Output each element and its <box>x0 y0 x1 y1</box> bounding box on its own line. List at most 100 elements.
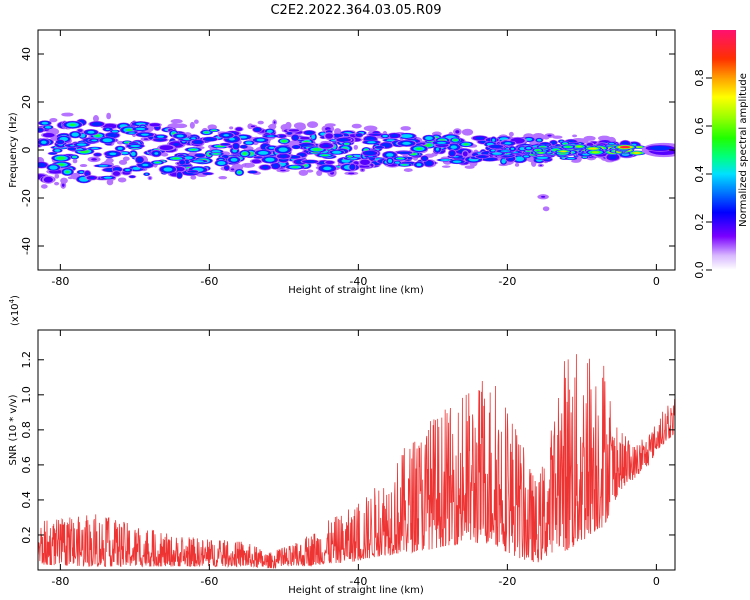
snr-exponent-close: ) <box>10 295 21 299</box>
spectrogram-cell <box>441 165 451 168</box>
spectrogram-x-ticks: -80 -60 -40 -20 0 <box>51 30 660 288</box>
spectrogram-cell <box>130 144 141 148</box>
spectrogram-cell <box>461 128 474 136</box>
colorbar-tick-label: 0.4 <box>693 165 706 183</box>
spectrogram-cell <box>195 153 205 157</box>
spectrogram-cell <box>299 136 310 140</box>
spectrogram-cell <box>287 132 292 135</box>
spectrogram-cell <box>61 112 74 117</box>
snr-y-tick-label: 1.2 <box>20 351 33 369</box>
spectrogram-cell <box>536 156 549 159</box>
spectrogram-cell <box>525 137 533 141</box>
spectrogram-cell <box>142 163 149 167</box>
spectrogram-cell <box>526 146 532 150</box>
spectrogram-cell <box>398 151 411 154</box>
spectrogram-cell <box>49 152 56 155</box>
snr-x-tick-label: -40 <box>349 575 367 588</box>
spectrogram-cell <box>41 121 49 125</box>
spectrogram-cell <box>464 165 475 169</box>
spectrogram-cell <box>550 140 557 145</box>
spectrogram-cell <box>375 146 383 149</box>
spectrogram-cell <box>440 159 451 161</box>
spectrogram-cell <box>112 171 121 176</box>
spectrogram-cell <box>213 153 220 155</box>
spectrogram-cell <box>49 165 58 170</box>
spectrogram-cell <box>38 162 46 168</box>
spectrogram-cell <box>386 153 394 157</box>
spectrogram-cell <box>102 138 113 143</box>
spectrogram-cell <box>250 125 256 128</box>
snr-exponent-power: 4 <box>8 298 16 303</box>
spectrogram-cell <box>174 123 188 129</box>
spectrogram-cell <box>500 150 510 152</box>
spectrogram-cell <box>278 147 288 152</box>
spectrogram-x-tick-label: -80 <box>51 275 69 288</box>
spectrogram-cell <box>157 135 165 138</box>
spectrogram-cell <box>455 130 460 134</box>
spectrogram-cell <box>292 145 300 149</box>
spectrogram-cell <box>400 126 411 131</box>
spectrogram-cell <box>79 164 88 168</box>
spectrogram-cell <box>332 150 342 154</box>
spectrogram-y-tick-label: 40 <box>20 47 33 61</box>
spectrogram-cell <box>311 134 316 140</box>
spectrogram-cell <box>462 151 468 157</box>
spectrogram-cell <box>360 159 370 165</box>
spectrogram-cell <box>95 153 100 156</box>
spectrogram-cell <box>118 159 128 165</box>
spectrogram-cell <box>510 147 515 150</box>
snr-exponent-prefix: (x10 <box>10 303 21 326</box>
spectrogram-cell <box>170 119 183 124</box>
spectrogram-cell <box>635 146 643 148</box>
spectrogram-cell <box>191 137 196 140</box>
spectrogram-cell <box>478 155 487 158</box>
spectrogram-cell <box>194 119 199 124</box>
spectrogram-y-tick-label: -20 <box>20 189 33 207</box>
spectrogram-cell <box>567 157 575 160</box>
spectrogram-cell <box>361 168 364 171</box>
spectrogram-cell <box>189 170 197 173</box>
spectrogram-cell <box>542 206 550 212</box>
snr-x-tick-label: 0 <box>653 575 660 588</box>
spectrogram-cell <box>576 145 582 148</box>
spectrogram-cell <box>325 133 333 139</box>
spectrogram-cell <box>279 135 284 137</box>
spectrogram-cell <box>89 176 95 179</box>
spectrogram-cell <box>452 160 462 163</box>
spectrogram-cell <box>560 150 566 152</box>
figure-title: C2E2.2022.364.03.05.R09 <box>270 3 441 18</box>
spectrogram-cell <box>111 130 119 133</box>
snr-x-tick-label: -20 <box>498 575 516 588</box>
spectrogram-cell <box>218 175 228 180</box>
spectrogram-cell <box>230 168 235 171</box>
spectrogram-cell <box>312 148 322 151</box>
spectrogram-cell <box>353 144 359 150</box>
spectrogram-cell <box>421 156 428 161</box>
spectrogram-cell <box>452 138 458 142</box>
spectrogram-cell <box>543 136 550 140</box>
spectrogram-cell <box>177 172 182 178</box>
spectrogram-cell <box>183 156 193 160</box>
spectrogram-cell <box>41 140 47 144</box>
spectrogram-cell <box>172 157 180 160</box>
colorbar-tick-label: 0.0 <box>693 261 706 279</box>
spectrogram-cell <box>132 166 141 170</box>
spectrogram-cell <box>217 161 226 166</box>
spectrogram-cell <box>539 164 543 167</box>
spectrogram-cell <box>106 178 114 186</box>
spectrogram-cell <box>91 139 98 142</box>
spectrogram-cell <box>424 160 433 166</box>
spectrogram-x-tick-label: -60 <box>200 275 218 288</box>
snr-y-tick-label: 0.4 <box>20 491 33 509</box>
spectrogram-cell <box>107 133 118 138</box>
spectrogram-cell <box>87 130 95 134</box>
spectrogram-cell <box>204 172 211 175</box>
spectrogram-cell <box>131 151 136 157</box>
spectrogram-cell <box>394 161 400 164</box>
spectrogram-cell <box>159 145 174 151</box>
spectrogram-cell <box>61 183 65 187</box>
spectrogram-cell <box>583 156 586 158</box>
spectrogram-cell <box>268 146 275 150</box>
colorbar: 0.0 0.2 0.4 0.6 0.8 Normalized spectral ampl… <box>693 30 749 279</box>
